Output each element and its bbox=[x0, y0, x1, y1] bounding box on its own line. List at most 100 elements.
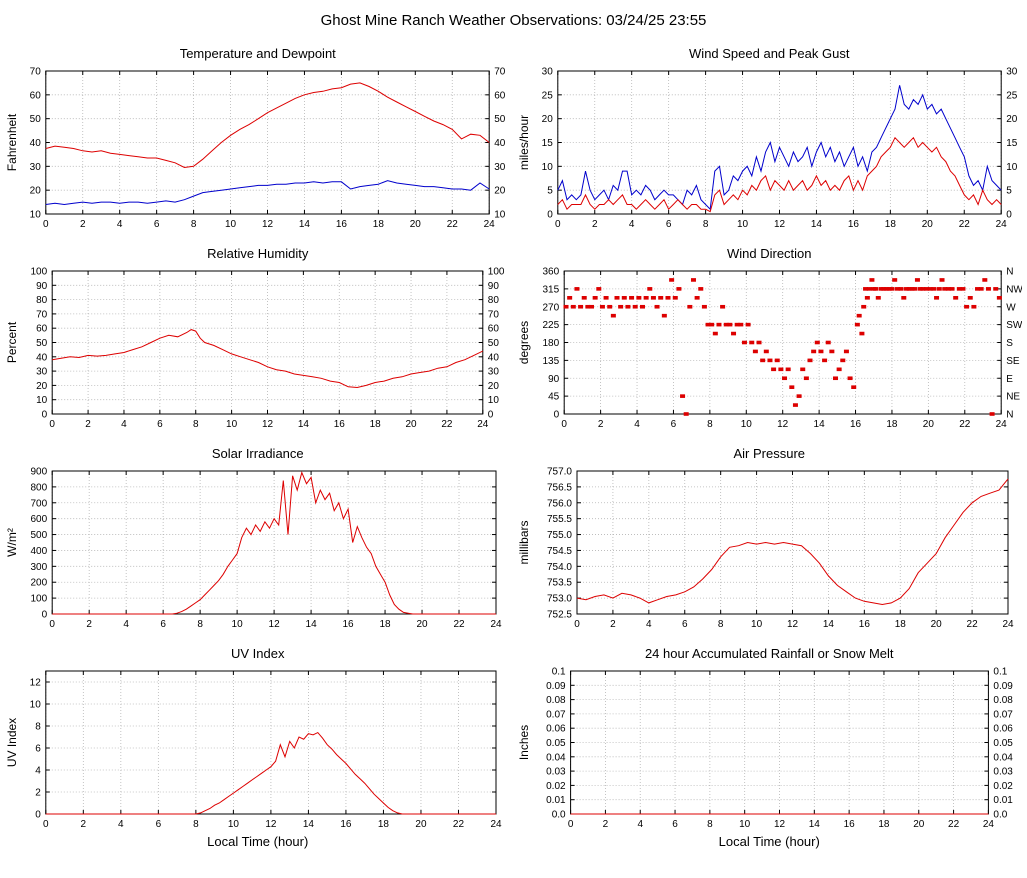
x-axis-label-uv-index: Local Time (hour) bbox=[207, 834, 309, 849]
svg-text:0: 0 bbox=[555, 219, 561, 230]
svg-text:0.0: 0.0 bbox=[551, 810, 565, 821]
svg-text:18: 18 bbox=[378, 819, 390, 830]
svg-text:10: 10 bbox=[30, 210, 42, 221]
svg-text:14: 14 bbox=[303, 819, 315, 830]
svg-text:24: 24 bbox=[484, 219, 496, 230]
svg-text:4: 4 bbox=[35, 766, 41, 777]
svg-text:100: 100 bbox=[31, 267, 48, 278]
svg-text:0.05: 0.05 bbox=[546, 738, 566, 749]
svg-text:135: 135 bbox=[542, 356, 559, 367]
chart-cell-rainfall: 24 hour Accumulated Rainfall or Snow Mel… bbox=[514, 634, 1026, 849]
svg-text:24: 24 bbox=[995, 419, 1007, 430]
chart-title-relative-humidity: Relative Humidity bbox=[207, 246, 309, 261]
svg-text:20: 20 bbox=[417, 619, 429, 630]
svg-text:30: 30 bbox=[541, 67, 553, 78]
svg-text:754.0: 754.0 bbox=[547, 562, 572, 573]
svg-text:UV Index: UV Index bbox=[5, 718, 19, 767]
svg-text:0.04: 0.04 bbox=[993, 752, 1013, 763]
svg-text:6: 6 bbox=[672, 819, 678, 830]
svg-text:8: 8 bbox=[707, 819, 713, 830]
svg-text:20: 20 bbox=[913, 819, 925, 830]
svg-text:10: 10 bbox=[36, 395, 48, 406]
svg-text:W/m²: W/m² bbox=[5, 528, 19, 557]
svg-text:30: 30 bbox=[30, 162, 42, 173]
svg-text:0.01: 0.01 bbox=[546, 795, 566, 806]
svg-text:30: 30 bbox=[488, 367, 500, 378]
svg-text:6: 6 bbox=[154, 219, 160, 230]
svg-text:millibars: millibars bbox=[517, 520, 531, 564]
svg-text:0.07: 0.07 bbox=[993, 709, 1013, 720]
svg-text:10: 10 bbox=[494, 210, 506, 221]
svg-text:16: 16 bbox=[850, 419, 862, 430]
svg-text:6: 6 bbox=[156, 819, 162, 830]
rainfall-chart: 0 2 4 6 8 10 12 14 16 18 20 22 240.0 0.00.01 0.010.02 0… bbox=[517, 667, 1013, 831]
svg-text:0: 0 bbox=[568, 819, 574, 830]
svg-text:14: 14 bbox=[811, 219, 823, 230]
svg-text:753.0: 753.0 bbox=[547, 594, 572, 605]
svg-text:20: 20 bbox=[930, 619, 942, 630]
svg-text:25: 25 bbox=[1006, 90, 1018, 101]
svg-text:600: 600 bbox=[31, 514, 48, 525]
svg-text:10: 10 bbox=[228, 819, 240, 830]
svg-text:degrees: degrees bbox=[517, 321, 531, 364]
svg-text:24: 24 bbox=[491, 619, 503, 630]
svg-text:70: 70 bbox=[488, 309, 500, 320]
chart-cell-relative-humidity: Relative Humidity 0 2 4 6 8 10 12 14 16 18 20 22 24 0… bbox=[2, 234, 514, 434]
chart-cell-temperature-dewpoint: Temperature and Dewpoint 0 2 4 6 8 10 12 14 16 18… bbox=[2, 34, 514, 234]
svg-text:6: 6 bbox=[35, 744, 41, 755]
svg-text:22: 22 bbox=[958, 219, 970, 230]
svg-text:20: 20 bbox=[923, 419, 935, 430]
svg-text:0: 0 bbox=[42, 410, 48, 421]
page-title: Ghost Mine Ranch Weather Observations: 0… bbox=[320, 12, 707, 29]
svg-text:18: 18 bbox=[370, 419, 382, 430]
svg-text:14: 14 bbox=[823, 619, 835, 630]
svg-text:20: 20 bbox=[410, 219, 422, 230]
svg-text:2: 2 bbox=[592, 219, 598, 230]
svg-text:2: 2 bbox=[80, 219, 86, 230]
svg-text:12: 12 bbox=[262, 219, 274, 230]
svg-text:5: 5 bbox=[547, 186, 553, 197]
svg-text:50: 50 bbox=[36, 338, 48, 349]
svg-text:12: 12 bbox=[774, 219, 786, 230]
svg-text:NW: NW bbox=[1006, 284, 1022, 295]
svg-text:0.06: 0.06 bbox=[546, 724, 566, 735]
svg-text:8: 8 bbox=[193, 419, 199, 430]
svg-text:24: 24 bbox=[477, 419, 489, 430]
chart-title-solar-irradiance: Solar Irradiance bbox=[211, 446, 304, 461]
svg-text:2: 2 bbox=[81, 819, 87, 830]
svg-text:0.02: 0.02 bbox=[993, 781, 1013, 792]
svg-text:16: 16 bbox=[341, 819, 353, 830]
svg-text:40: 40 bbox=[30, 138, 42, 149]
svg-text:0: 0 bbox=[553, 410, 559, 421]
svg-text:40: 40 bbox=[488, 352, 500, 363]
svg-text:0: 0 bbox=[43, 219, 49, 230]
svg-text:80: 80 bbox=[488, 295, 500, 306]
svg-text:10: 10 bbox=[226, 419, 238, 430]
svg-text:14: 14 bbox=[299, 219, 311, 230]
svg-text:754.5: 754.5 bbox=[547, 546, 572, 557]
svg-text:756.0: 756.0 bbox=[547, 498, 572, 509]
svg-text:2: 2 bbox=[35, 788, 41, 799]
svg-text:20: 20 bbox=[406, 419, 418, 430]
svg-text:0.06: 0.06 bbox=[993, 724, 1013, 735]
svg-text:5: 5 bbox=[1006, 186, 1012, 197]
svg-text:8: 8 bbox=[191, 219, 197, 230]
svg-text:0.01: 0.01 bbox=[993, 795, 1013, 806]
svg-text:20: 20 bbox=[921, 219, 933, 230]
svg-text:400: 400 bbox=[31, 546, 48, 557]
svg-text:315: 315 bbox=[542, 284, 559, 295]
svg-text:500: 500 bbox=[31, 530, 48, 541]
svg-text:0: 0 bbox=[488, 410, 494, 421]
svg-text:800: 800 bbox=[31, 482, 48, 493]
svg-text:0.1: 0.1 bbox=[993, 667, 1007, 678]
svg-text:16: 16 bbox=[859, 619, 871, 630]
svg-text:752.5: 752.5 bbox=[547, 610, 572, 621]
air-pressure-chart: 0 2 4 6 8 10 12 14 16 18 20 22 24752.5753.0753.5754.… bbox=[517, 467, 1014, 631]
svg-text:22: 22 bbox=[453, 819, 465, 830]
svg-text:60: 60 bbox=[36, 324, 48, 335]
svg-text:90: 90 bbox=[36, 281, 48, 292]
svg-text:16: 16 bbox=[343, 619, 355, 630]
